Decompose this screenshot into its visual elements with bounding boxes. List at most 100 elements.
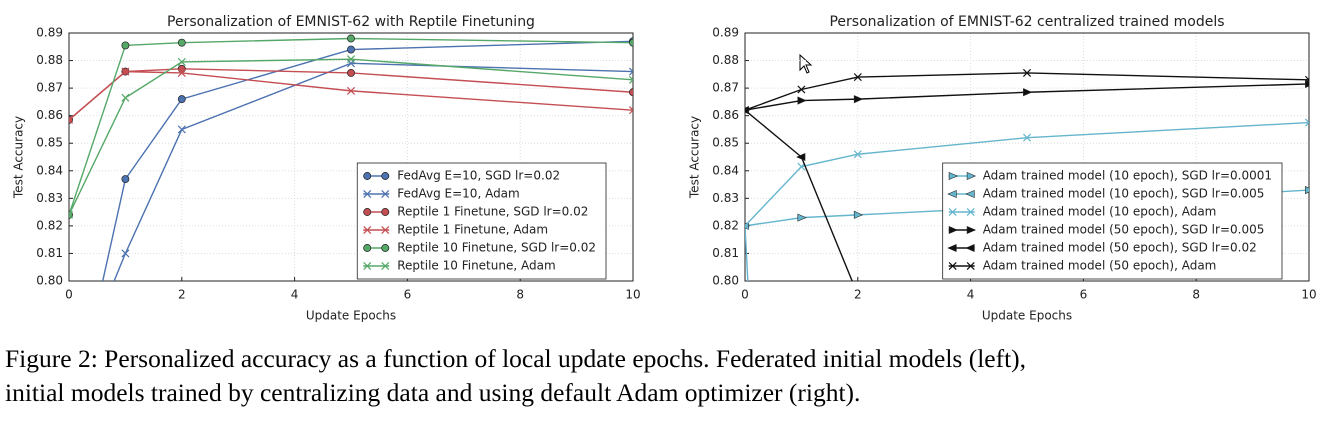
y-tick-label: 0.87 bbox=[712, 81, 739, 95]
marker bbox=[947, 189, 957, 199]
marker bbox=[745, 106, 750, 115]
legend-label: Reptile 1 Finetune, SGD lr=0.02 bbox=[397, 205, 588, 219]
marker bbox=[1304, 118, 1309, 127]
legend: FedAvg E=10, SGD lr=0.02 FedAvg E=10, Ada… bbox=[356, 162, 607, 280]
x-axis-label: Update Epochs bbox=[982, 309, 1072, 323]
marker bbox=[797, 213, 807, 222]
x-tick-label: 0 bbox=[741, 288, 749, 302]
marker bbox=[347, 69, 355, 77]
x-tick-label: 4 bbox=[967, 288, 975, 302]
cursor bbox=[799, 53, 813, 74]
legend-box bbox=[356, 162, 607, 280]
legend-label: Reptile 10 Finetune, SGD lr=0.02 bbox=[397, 241, 596, 255]
marker bbox=[1304, 75, 1309, 84]
y-tick-label: 0.83 bbox=[712, 191, 739, 205]
plot-frame bbox=[68, 32, 634, 282]
marker bbox=[347, 34, 355, 43]
legend-label: Adam trained model (10 epoch), Adam bbox=[983, 205, 1217, 219]
series-line bbox=[745, 109, 853, 281]
x-tick-label: 10 bbox=[1301, 288, 1316, 302]
marker bbox=[121, 41, 130, 50]
marker bbox=[121, 67, 130, 76]
marker bbox=[797, 85, 806, 94]
marker bbox=[363, 225, 372, 235]
x-tick-label: 6 bbox=[404, 288, 412, 302]
y-tick-label: 0.81 bbox=[36, 246, 63, 260]
marker bbox=[1022, 133, 1032, 142]
marker bbox=[1023, 88, 1033, 97]
marker bbox=[966, 225, 977, 235]
x-tick-label: 4 bbox=[291, 288, 299, 302]
y-tick-label: 0.88 bbox=[712, 53, 739, 67]
marker bbox=[177, 125, 186, 134]
series-line bbox=[69, 70, 633, 121]
legend-label: FedAvg E=10, Adam bbox=[397, 187, 519, 201]
marker bbox=[853, 150, 862, 159]
legend-label: Adam trained model (10 epoch), SGD lr=0.… bbox=[983, 169, 1272, 183]
y-tick-label: 0.86 bbox=[712, 108, 739, 122]
marker bbox=[796, 152, 806, 162]
marker bbox=[966, 207, 975, 217]
x-tick-label: 0 bbox=[65, 288, 73, 302]
marker bbox=[628, 75, 633, 84]
x-tick-label: 2 bbox=[178, 288, 186, 302]
marker bbox=[381, 172, 390, 180]
y-tick-label: 0.84 bbox=[712, 163, 739, 177]
marker bbox=[177, 95, 186, 104]
legend-label: Reptile 1 Finetune, Adam bbox=[397, 223, 548, 237]
marker bbox=[121, 175, 130, 183]
marker bbox=[948, 171, 959, 181]
y-tick-label: 0.87 bbox=[36, 81, 63, 95]
y-axis-label: Test Accuracy bbox=[688, 116, 702, 199]
marker bbox=[177, 64, 186, 73]
marker bbox=[853, 210, 864, 219]
marker bbox=[363, 244, 372, 252]
y-tick-label: 0.83 bbox=[36, 191, 63, 205]
marker bbox=[629, 38, 633, 47]
legend-label: Adam trained model (50 epoch), SGD lr=0.… bbox=[983, 241, 1257, 255]
marker bbox=[177, 38, 186, 47]
y-tick-label: 0.86 bbox=[36, 108, 63, 122]
marker bbox=[966, 171, 977, 181]
chart-title: Personalization of EMNIST-62 with Reptil… bbox=[167, 14, 535, 30]
marker bbox=[346, 86, 356, 95]
marker bbox=[628, 106, 633, 115]
marker bbox=[965, 243, 975, 253]
marker bbox=[629, 88, 633, 97]
y-tick-label: 0.85 bbox=[712, 136, 739, 150]
y-tick-label: 0.80 bbox=[712, 274, 739, 288]
y-tick-label: 0.82 bbox=[36, 218, 63, 232]
plot-area bbox=[69, 34, 633, 281]
marker bbox=[347, 45, 355, 54]
y-tick-label: 0.89 bbox=[712, 26, 739, 40]
legend-label: Adam trained model (50 epoch), Adam bbox=[983, 259, 1217, 273]
legend-label: Adam trained model (10 epoch), SGD lr=0.… bbox=[983, 187, 1265, 201]
y-tick-label: 0.80 bbox=[36, 274, 63, 288]
marker bbox=[628, 67, 633, 76]
marker bbox=[947, 243, 957, 253]
caption-line: initial models trained by centralizing d… bbox=[5, 378, 860, 407]
y-axis-label: Test Accuracy bbox=[12, 116, 26, 199]
marker bbox=[948, 261, 957, 271]
marker bbox=[69, 115, 74, 124]
x-tick-label: 8 bbox=[516, 288, 524, 302]
x-tick-label: 8 bbox=[1192, 288, 1200, 302]
marker bbox=[363, 261, 372, 271]
marker bbox=[69, 210, 74, 219]
marker bbox=[381, 208, 390, 216]
marker bbox=[745, 221, 750, 230]
marker bbox=[1022, 68, 1032, 77]
marker bbox=[346, 55, 356, 64]
y-tick-label: 0.82 bbox=[712, 218, 739, 232]
x-tick-label: 6 bbox=[1080, 288, 1088, 302]
x-tick-label: 10 bbox=[625, 288, 640, 302]
y-tick-label: 0.85 bbox=[36, 136, 63, 150]
marker bbox=[948, 207, 957, 217]
x-axis-label: Update Epochs bbox=[306, 309, 396, 323]
caption-line: Figure 2: Personalized accuracy as a fun… bbox=[5, 344, 1026, 373]
y-tick-label: 0.81 bbox=[712, 246, 739, 260]
legend-box bbox=[942, 162, 1283, 280]
x-tick-label: 2 bbox=[854, 288, 862, 302]
marker bbox=[965, 189, 975, 199]
